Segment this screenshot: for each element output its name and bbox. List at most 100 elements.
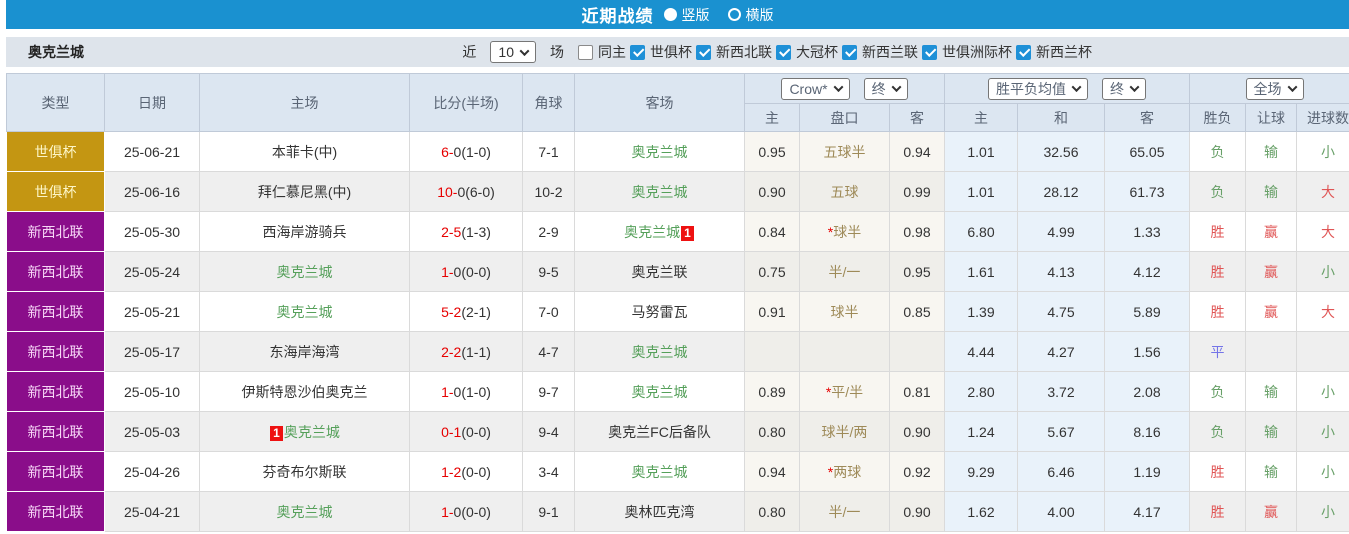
away-team-link[interactable]: 奥克兰城 [631,343,688,360]
odds-home-cell [744,331,800,372]
checkbox-label: 世俱杯 [650,44,692,60]
radio-horizontal-layout[interactable]: 横版 [727,5,774,25]
handicap-cell [799,331,890,372]
avg-home-cell: 1.01 [944,171,1018,212]
away-team-link[interactable]: 奥林匹克湾 [624,503,695,520]
checkbox-nz-league[interactable] [842,44,857,60]
subheader-result-goals: 进球数 [1295,103,1349,132]
away-team-cell: 奥克兰城 [574,171,745,212]
checkbox-label: 大冠杯 [796,44,838,60]
home-team-link[interactable]: 本菲卡(中) [271,143,338,160]
result-handicap-cell: 输 [1245,371,1297,412]
handicap-cell: *两球 [799,451,890,492]
away-team-link[interactable]: 奥克兰联 [631,263,688,280]
home-team-cell: 奥克兰城 [199,291,410,332]
handicap-cell: 五球 [799,171,890,212]
result-handicap-cell: 赢 [1245,491,1297,532]
away-team-link[interactable]: 奥克兰FC后备队 [608,423,711,440]
result-wdl-cell: 负 [1189,131,1246,172]
handicap-cell: 五球半 [799,131,890,172]
date-cell: 25-05-24 [104,251,200,292]
fulltime-score: 2-2 [441,343,462,360]
result-wdl-cell: 负 [1189,411,1246,452]
match-count-select[interactable]: 10 [490,41,536,63]
avg-draw-cell: 28.12 [1017,171,1105,212]
avg-away-cell: 1.19 [1104,451,1190,492]
chevron-down-icon [1287,82,1297,93]
home-team-link[interactable]: 西海岸游骑兵 [262,223,347,240]
odds-stage-value: 终 [871,80,886,97]
radio-vertical-label: 竖版 [681,6,710,23]
home-team-link[interactable]: 伊斯特恩沙伯奥克兰 [241,383,368,400]
away-team-cell: 奥克兰城 [574,451,745,492]
home-team-link[interactable]: 奥克兰城 [276,303,333,320]
full-match-select[interactable]: 全场 [1245,77,1304,100]
date-cell: 25-04-21 [104,491,200,532]
home-team-cell: 奥克兰城 [199,251,410,292]
result-goals-cell [1295,331,1349,372]
home-team-link[interactable]: 奥克兰城 [283,423,340,440]
score-cell: 0-1(0-0) [409,411,523,452]
rank-badge: 1 [270,425,283,441]
away-team-cell: 奥克兰城 [574,371,745,412]
result-goals-cell: 大 [1295,291,1349,332]
fulltime-score: 0-1 [441,423,462,440]
fulltime-score: 1- [441,263,454,280]
result-goals-cell: 大 [1295,211,1349,252]
header-away: 客场 [574,73,745,132]
checkbox-nz-northern-league[interactable] [696,44,711,60]
header-home: 主场 [199,73,410,132]
away-team-link[interactable]: 马努雷瓦 [631,303,688,320]
home-team-link[interactable]: 芬奇布尔斯联 [262,463,347,480]
date-cell: 25-05-10 [104,371,200,412]
away-team-link[interactable]: 奥克兰城 [631,463,688,480]
away-team-cell: 奥克兰城 1 [574,211,745,252]
away-team-link[interactable]: 奥克兰城 [631,183,688,200]
halftime-score: (2-1) [461,303,491,320]
checkbox-intercontinental-cup[interactable] [922,44,937,60]
bookmaker-select[interactable]: Crow* [781,77,850,100]
home-team-link[interactable]: 东海岸海湾 [269,343,340,360]
matches-label: 场 [550,44,564,60]
result-wdl-cell: 胜 [1189,251,1246,292]
avg-stage-select[interactable]: 终 [1102,77,1146,100]
avg-type-select[interactable]: 胜平负均值 [988,77,1088,100]
competition-type-badge: 新西北联 [6,491,105,532]
result-goals-cell: 小 [1295,411,1349,452]
date-cell: 25-04-26 [104,451,200,492]
away-team-link[interactable]: 奥克兰城 [631,143,688,160]
away-team-link[interactable]: 奥克兰城 [624,223,681,240]
away-team-cell: 奥克兰城 [574,331,745,372]
fulltime-score: 6- [441,143,454,160]
halftime-score: (0-0) [461,463,491,480]
odds-stage-select[interactable]: 终 [863,77,908,100]
competition-type-badge: 新西北联 [6,451,105,492]
result-wdl-cell: 负 [1189,171,1246,212]
corner-cell: 9-4 [522,411,575,452]
radio-vertical-layout[interactable]: 竖版 [663,5,710,25]
checkbox-grand-cup[interactable] [776,44,791,60]
home-team-cell: 奥克兰城 [199,491,410,532]
avg-draw-cell: 4.27 [1017,331,1105,372]
header-odds-group: Crow* 终 [744,73,945,104]
radio-unselected-icon [727,8,741,21]
score-cell: 1-0(0-0) [409,251,523,292]
avg-draw-cell: 5.67 [1017,411,1105,452]
star-marker: * [827,223,834,240]
checkbox-nz-cup[interactable] [1016,44,1031,60]
home-team-link[interactable]: 奥克兰城 [276,263,333,280]
avg-away-cell: 8.16 [1104,411,1190,452]
odds-away-cell [889,331,945,372]
competition-type-badge: 世俱杯 [6,171,105,212]
home-team-link[interactable]: 拜仁慕尼黑(中) [257,183,352,200]
bookmaker-value: Crow* [789,80,828,97]
avg-home-cell: 1.62 [944,491,1018,532]
score-cell: 6-0(1-0) [409,131,523,172]
checkbox-club-world-cup[interactable] [630,44,645,60]
date-cell: 25-05-03 [104,411,200,452]
same-home-checkbox[interactable] [578,44,593,60]
home-team-link[interactable]: 奥克兰城 [276,503,333,520]
away-team-cell: 奥克兰FC后备队 [574,411,745,452]
away-team-link[interactable]: 奥克兰城 [631,383,688,400]
odds-home-cell: 0.95 [744,131,800,172]
